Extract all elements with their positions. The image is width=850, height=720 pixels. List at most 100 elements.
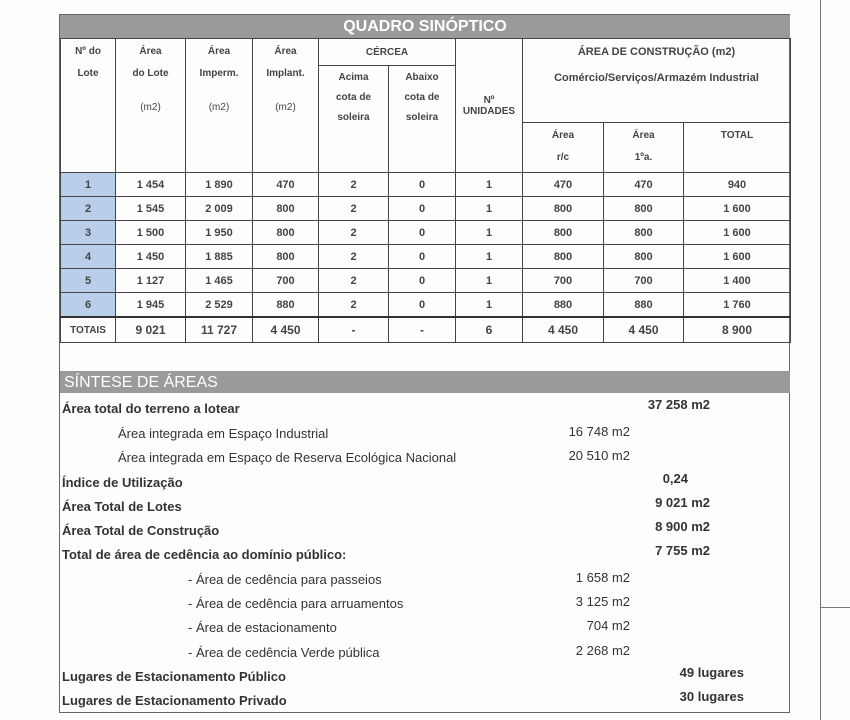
- totals-cell: -: [388, 316, 456, 343]
- sintese-label: Área Total de Lotes: [62, 499, 182, 514]
- table-cell: 800: [252, 220, 319, 245]
- table-cell: 880: [252, 292, 319, 318]
- table-cell: 1 600: [683, 220, 791, 245]
- header-lote: Nº do Lote: [60, 38, 116, 173]
- totals-cell: 6: [455, 316, 523, 343]
- table-cell: 1: [455, 172, 523, 197]
- table-cell: 2: [318, 196, 389, 221]
- table-cell: 470: [522, 172, 604, 197]
- quadro-title: QUADRO SINÓPTICO: [60, 15, 790, 38]
- header-unidades: Nº UNIDADES: [455, 38, 523, 173]
- header-area-rc: Área r/c: [522, 122, 604, 173]
- table-cell: 1: [455, 196, 523, 221]
- table-cell: 940: [683, 172, 791, 197]
- table-cell: 1 500: [115, 220, 186, 245]
- sintese-title: SÍNTESE DE ÁREAS: [60, 371, 790, 393]
- lot-number-cell: 3: [60, 220, 116, 245]
- sintese-label: Índice de Utilização: [62, 475, 183, 490]
- sintese-label: Área integrada em Espaço Industrial: [118, 426, 329, 441]
- table-cell: 0: [388, 196, 456, 221]
- sintese-sub-value: 20 510 m2: [568, 448, 630, 463]
- table-cell: 2 529: [185, 292, 253, 318]
- header-total: TOTAL: [683, 122, 791, 173]
- sintese-value: 30 lugares: [679, 689, 744, 704]
- table-cell: 470: [603, 172, 684, 197]
- header-area-implant: Área Implant. (m2): [252, 38, 319, 173]
- lot-number-cell: 2: [60, 196, 116, 221]
- header-cercea: CÉRCEA: [318, 38, 456, 66]
- totals-row: TOTAIS 9 021 11 727 4 450- -6 4 450 4 450 8 900: [60, 316, 791, 343]
- table-cell: 470: [252, 172, 319, 197]
- table-cell: 1 600: [683, 196, 791, 221]
- sintese-sub-value: 3 125 m2: [575, 594, 630, 609]
- table-cell: 1 127: [115, 268, 186, 293]
- table-cell: 800: [522, 196, 604, 221]
- table-cell: 1 454: [115, 172, 186, 197]
- quadro-sinoptico-table: Nº do Lote Área do Lote (m2) Área Imperm. (m2…: [60, 38, 791, 343]
- table-cell: 800: [522, 244, 604, 269]
- sintese-label: - Área de cedência para arruamentos: [188, 596, 404, 611]
- header-area-lote: Área do Lote (m2): [115, 38, 186, 173]
- sintese-sub-value: 1 658 m2: [575, 570, 630, 585]
- table-cell: 2: [318, 172, 389, 197]
- totals-cell: 9 021: [115, 316, 186, 343]
- totals-cell: 4 450: [603, 316, 684, 343]
- table-cell: 2: [318, 244, 389, 269]
- table-cell: 0: [388, 268, 456, 293]
- header-abaixo: Abaixo cota de soleira: [388, 65, 456, 173]
- table-cell: 800: [603, 244, 684, 269]
- table-cell: 1 545: [115, 196, 186, 221]
- totals-cell: 8 900: [683, 316, 791, 343]
- sintese-label: Total de área de cedência ao domínio púb…: [62, 547, 347, 562]
- sintese-label: - Área de cedência Verde pública: [188, 645, 380, 660]
- totals-cell: 11 727: [185, 316, 253, 343]
- table-cell: 700: [522, 268, 604, 293]
- sintese-sub-value: 704 m2: [586, 618, 630, 633]
- document-frame: [59, 14, 790, 713]
- sintese-label: Área integrada em Espaço de Reserva Ecol…: [118, 450, 457, 465]
- table-cell: 0: [388, 220, 456, 245]
- page-edge-line: [820, 607, 850, 608]
- table-cell: 880: [603, 292, 684, 318]
- table-cell: 1 890: [185, 172, 253, 197]
- table-cell: 800: [252, 244, 319, 269]
- sintese-label: Lugares de Estacionamento Público: [62, 669, 286, 684]
- table-cell: 800: [603, 220, 684, 245]
- table-cell: 0: [388, 292, 456, 318]
- table-cell: 1 450: [115, 244, 186, 269]
- table-cell: 880: [522, 292, 604, 318]
- sintese-sub-value: 2 268 m2: [575, 643, 630, 658]
- table-cell: 1 760: [683, 292, 791, 318]
- table-cell: 1: [455, 292, 523, 318]
- totals-cell: 4 450: [522, 316, 604, 343]
- sintese-value: 0,24: [662, 471, 688, 486]
- totals-cell: -: [318, 316, 389, 343]
- sintese-value: 9 021 m2: [655, 495, 710, 510]
- sintese-label: Lugares de Estacionamento Privado: [62, 693, 287, 708]
- table-cell: 1: [455, 244, 523, 269]
- lot-number-cell: 6: [60, 292, 116, 318]
- sintese-value: 7 755 m2: [655, 543, 710, 558]
- table-cell: 0: [388, 172, 456, 197]
- lot-number-cell: 1: [60, 172, 116, 197]
- sintese-label: - Área de cedência para passeios: [188, 572, 382, 587]
- table-cell: 2 009: [185, 196, 253, 221]
- table-cell: 1 465: [185, 268, 253, 293]
- table-cell: 1 945: [115, 292, 186, 318]
- sintese-value: 49 lugares: [679, 665, 744, 680]
- header-acima: Acima cota de soleira: [318, 65, 389, 173]
- totals-cell: 4 450: [252, 316, 319, 343]
- sintese-value: 8 900 m2: [655, 519, 710, 534]
- sintese-sub-value: 16 748 m2: [568, 424, 630, 439]
- table-cell: 2: [318, 268, 389, 293]
- page-edge-line: [820, 0, 821, 720]
- header-area-imperm: Área Imperm. (m2): [185, 38, 253, 173]
- table-cell: 2: [318, 220, 389, 245]
- table-cell: 1 885: [185, 244, 253, 269]
